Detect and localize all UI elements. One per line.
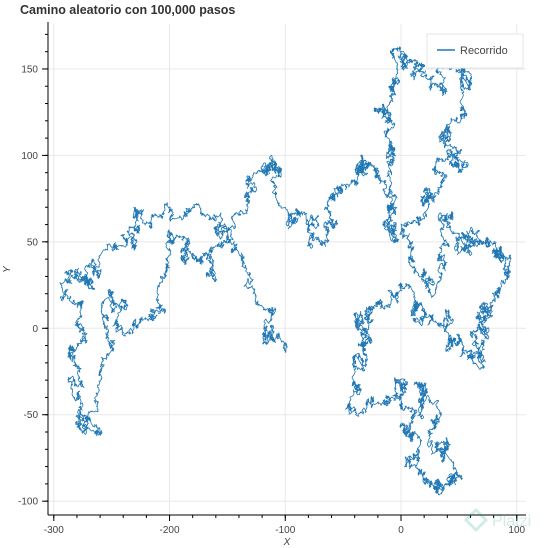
y-tick-label: 100	[21, 151, 38, 162]
x-tick-label: -200	[160, 525, 180, 536]
y-tick-label: -50	[24, 410, 39, 421]
x-tick-label: -300	[44, 525, 64, 536]
y-tick-label: -100	[18, 497, 38, 508]
x-tick-label: 100	[508, 525, 525, 536]
axes: -300 -200 -100 0 100 -100 -50 0 50 100 150 X Y	[2, 22, 526, 548]
platzi-logo: Platzi	[463, 507, 531, 533]
legend: Recorrido	[426, 33, 524, 69]
legend-box	[426, 33, 524, 69]
y-tick-label: 150	[21, 64, 38, 75]
y-axis-label: Y	[2, 265, 13, 273]
svg-text:Platzi: Platzi	[492, 513, 531, 530]
grid	[48, 24, 526, 515]
x-axis-label: X	[283, 537, 291, 548]
x-tick-label: -100	[275, 525, 295, 536]
x-tick-label: 0	[398, 525, 404, 536]
y-tick-label: 50	[27, 237, 39, 248]
y-tick-label: 0	[32, 324, 38, 335]
chart-title: Camino aleatorio con 100,000 pasos	[20, 3, 236, 17]
legend-label: Recorrido	[460, 45, 508, 57]
